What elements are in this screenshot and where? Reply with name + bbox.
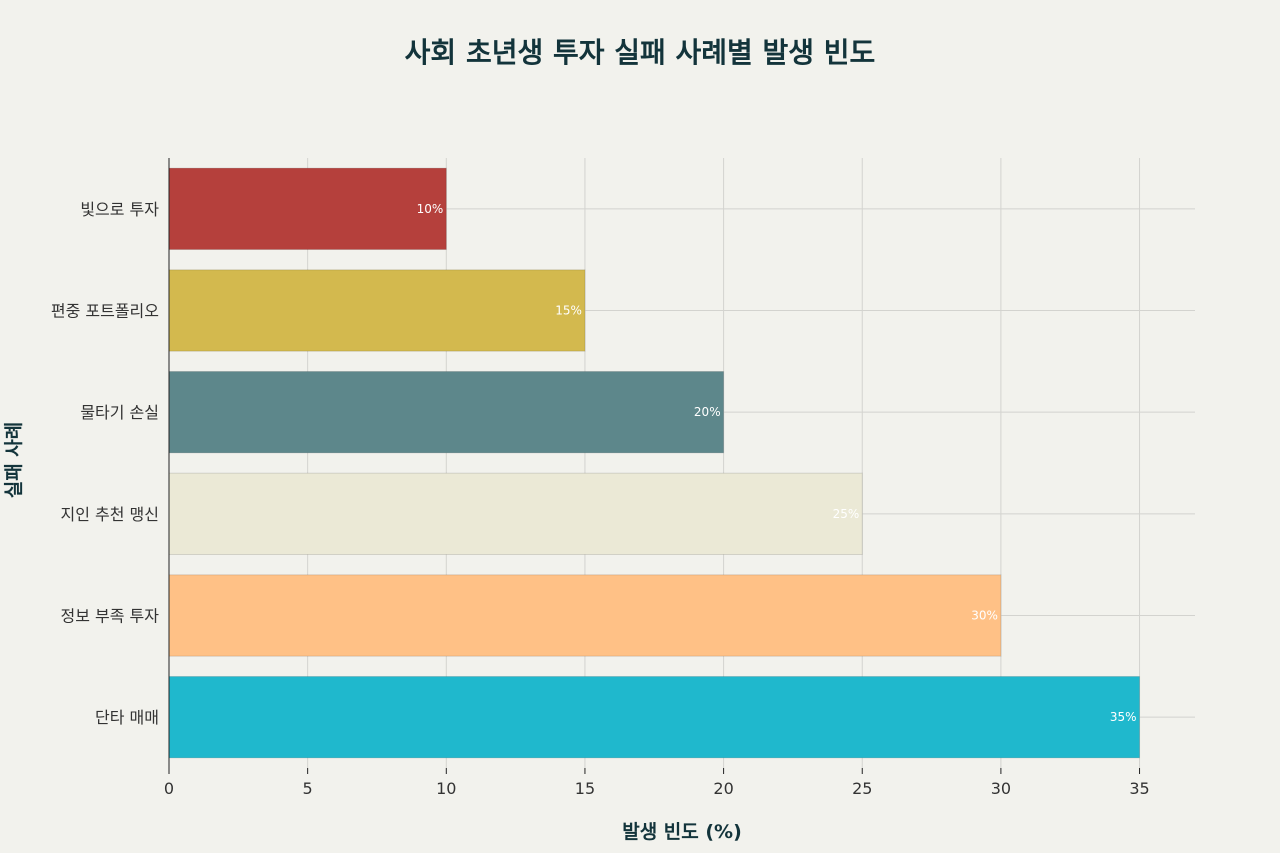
bar bbox=[168, 167, 447, 251]
bar-value-label: 15% bbox=[555, 304, 582, 318]
bar bbox=[168, 676, 1141, 759]
bar-value-label: 30% bbox=[971, 609, 998, 623]
bar-value-label: 10% bbox=[417, 202, 444, 216]
bar bbox=[168, 371, 725, 454]
bar-value-label: 20% bbox=[694, 405, 721, 419]
bar bbox=[168, 472, 863, 555]
bar bbox=[168, 574, 1002, 657]
x-tick-label: 5 bbox=[303, 779, 313, 798]
x-tick-label: 10 bbox=[436, 779, 456, 798]
x-tick-label: 0 bbox=[164, 779, 174, 798]
x-tick-label: 25 bbox=[852, 779, 872, 798]
y-category-label: 정보 부족 투자 bbox=[61, 607, 160, 626]
y-category-label: 지인 추천 맹신 bbox=[61, 505, 160, 524]
y-category-label: 단타 매매 bbox=[95, 708, 159, 727]
y-axis-title: 실패 사례 bbox=[3, 422, 25, 499]
bar bbox=[168, 269, 586, 352]
bar-value-label: 35% bbox=[1110, 710, 1137, 724]
bar-value-label: 25% bbox=[833, 507, 860, 521]
y-category-label: 빛으로 투자 bbox=[80, 200, 159, 219]
labels: 0 5 10 15 20 25 30 35 빛으로 투자 10% 편중 포트폴리오 15% 물타기 손실… bbox=[51, 200, 1150, 798]
chart-title: 사회 초년생 투자 실패 사례별 발생 빈도 bbox=[405, 36, 876, 69]
x-tick-label: 15 bbox=[575, 779, 595, 798]
y-category-label: 편중 포트폴리오 bbox=[51, 302, 159, 321]
x-tick-label: 30 bbox=[991, 779, 1011, 798]
x-tick-label: 20 bbox=[713, 779, 733, 798]
bars bbox=[168, 167, 1141, 759]
x-tick-label: 35 bbox=[1129, 779, 1149, 798]
x-axis-title: 발생 빈도 (%) bbox=[622, 821, 742, 843]
y-category-label: 물타기 손실 bbox=[80, 403, 159, 422]
